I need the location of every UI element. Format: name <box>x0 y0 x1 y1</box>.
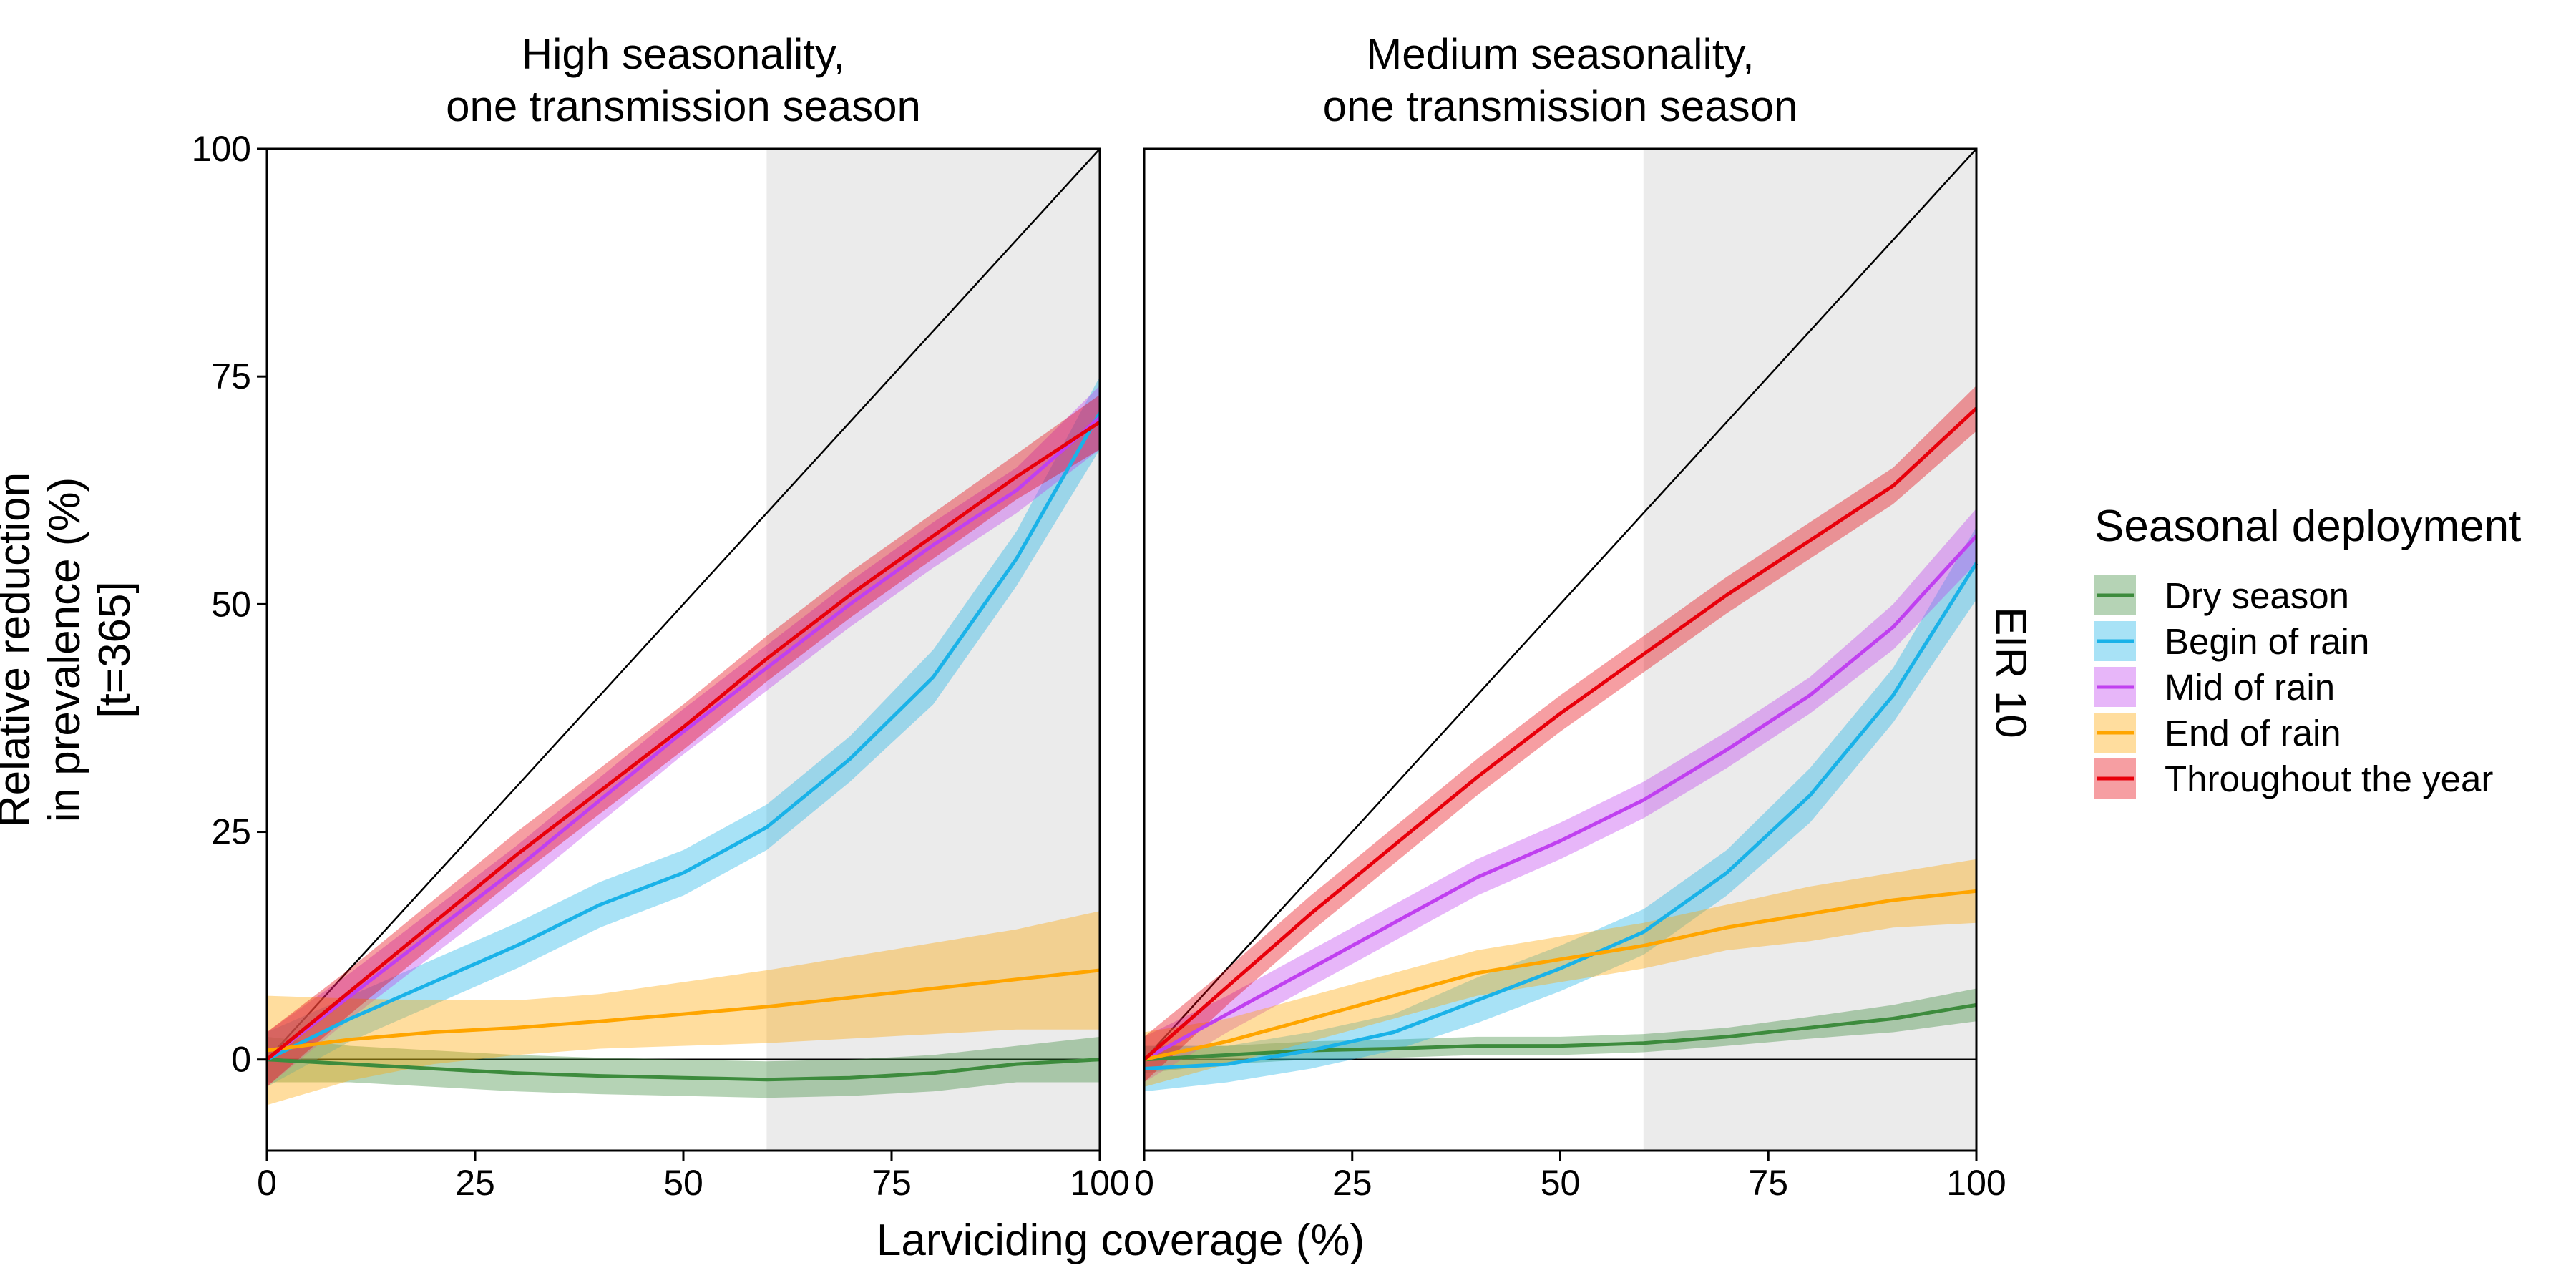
x-tick-label: 75 <box>872 1163 912 1203</box>
series-line <box>265 420 1101 1061</box>
legend-title: Seasonal deployment <box>2094 502 2521 551</box>
series-band <box>1144 988 1976 1073</box>
reference-line-identity <box>266 148 1101 1060</box>
panel-title: Medium seasonality, one transmission seas… <box>1323 30 1798 130</box>
legend-label: Mid of rain <box>2165 667 2335 708</box>
series-band <box>1144 508 1976 1083</box>
series-line <box>1143 406 1978 1061</box>
x-tick-label: 100 <box>1946 1163 2006 1203</box>
series-line <box>265 416 1101 1061</box>
x-tick-label: 50 <box>663 1163 703 1203</box>
series-line <box>266 1058 1101 1082</box>
y-tick-label: 50 <box>211 584 251 624</box>
y-tick-label: 25 <box>211 812 251 852</box>
y-tick-label: 0 <box>231 1040 251 1080</box>
x-tick-label: 25 <box>1332 1163 1372 1203</box>
series-line <box>266 968 1101 1053</box>
series-band <box>267 911 1100 1106</box>
series-band <box>267 385 1100 1087</box>
series-band <box>1144 527 1976 1092</box>
strip-label: EIR 10 <box>1987 607 2035 738</box>
y-axis-label: Relative reductionin prevalence (%)[t=36… <box>0 472 140 827</box>
series-band <box>267 376 1100 1087</box>
series-line <box>1143 889 1977 1062</box>
legend-label: Throughout the year <box>2165 758 2493 799</box>
x-tick-label: 25 <box>455 1163 495 1203</box>
x-tick-label: 100 <box>1070 1163 1129 1203</box>
reference-line-identity <box>1143 148 1977 1060</box>
x-axis-label: Larviciding coverage (%) <box>877 1216 1365 1265</box>
panel-high-seasonality: 0 25 50 75 100 0 25 50 75 100 High seasonality, one… <box>192 30 1130 1203</box>
series-line <box>1143 562 1979 1070</box>
series-line <box>265 411 1102 1061</box>
panel-medium-seasonality: 0 25 50 75 100 Medium seasonality, one transmi… <box>1134 30 2006 1203</box>
series-line <box>1143 535 1978 1061</box>
series-line <box>1143 1002 1977 1062</box>
x-tick-label: 0 <box>257 1163 277 1203</box>
y-tick-label: 100 <box>192 129 251 169</box>
legend-label: Dry season <box>2165 575 2349 616</box>
legend: Seasonal deployment Dry season Begin of r… <box>2094 502 2521 799</box>
x-tick-label: 0 <box>1134 1163 1154 1203</box>
legend-label: End of rain <box>2165 713 2341 753</box>
series-band <box>267 1036 1100 1098</box>
shaded-region <box>766 149 1100 1151</box>
x-tick-label: 50 <box>1541 1163 1581 1203</box>
x-tick-label: 75 <box>1748 1163 1788 1203</box>
series-band <box>267 394 1100 1087</box>
panel-title: High seasonality, one transmission season <box>446 30 921 130</box>
y-tick-label: 75 <box>211 356 251 396</box>
legend-label: Begin of rain <box>2165 621 2369 662</box>
series-band <box>1144 859 1976 1087</box>
series-band <box>1144 385 1976 1083</box>
